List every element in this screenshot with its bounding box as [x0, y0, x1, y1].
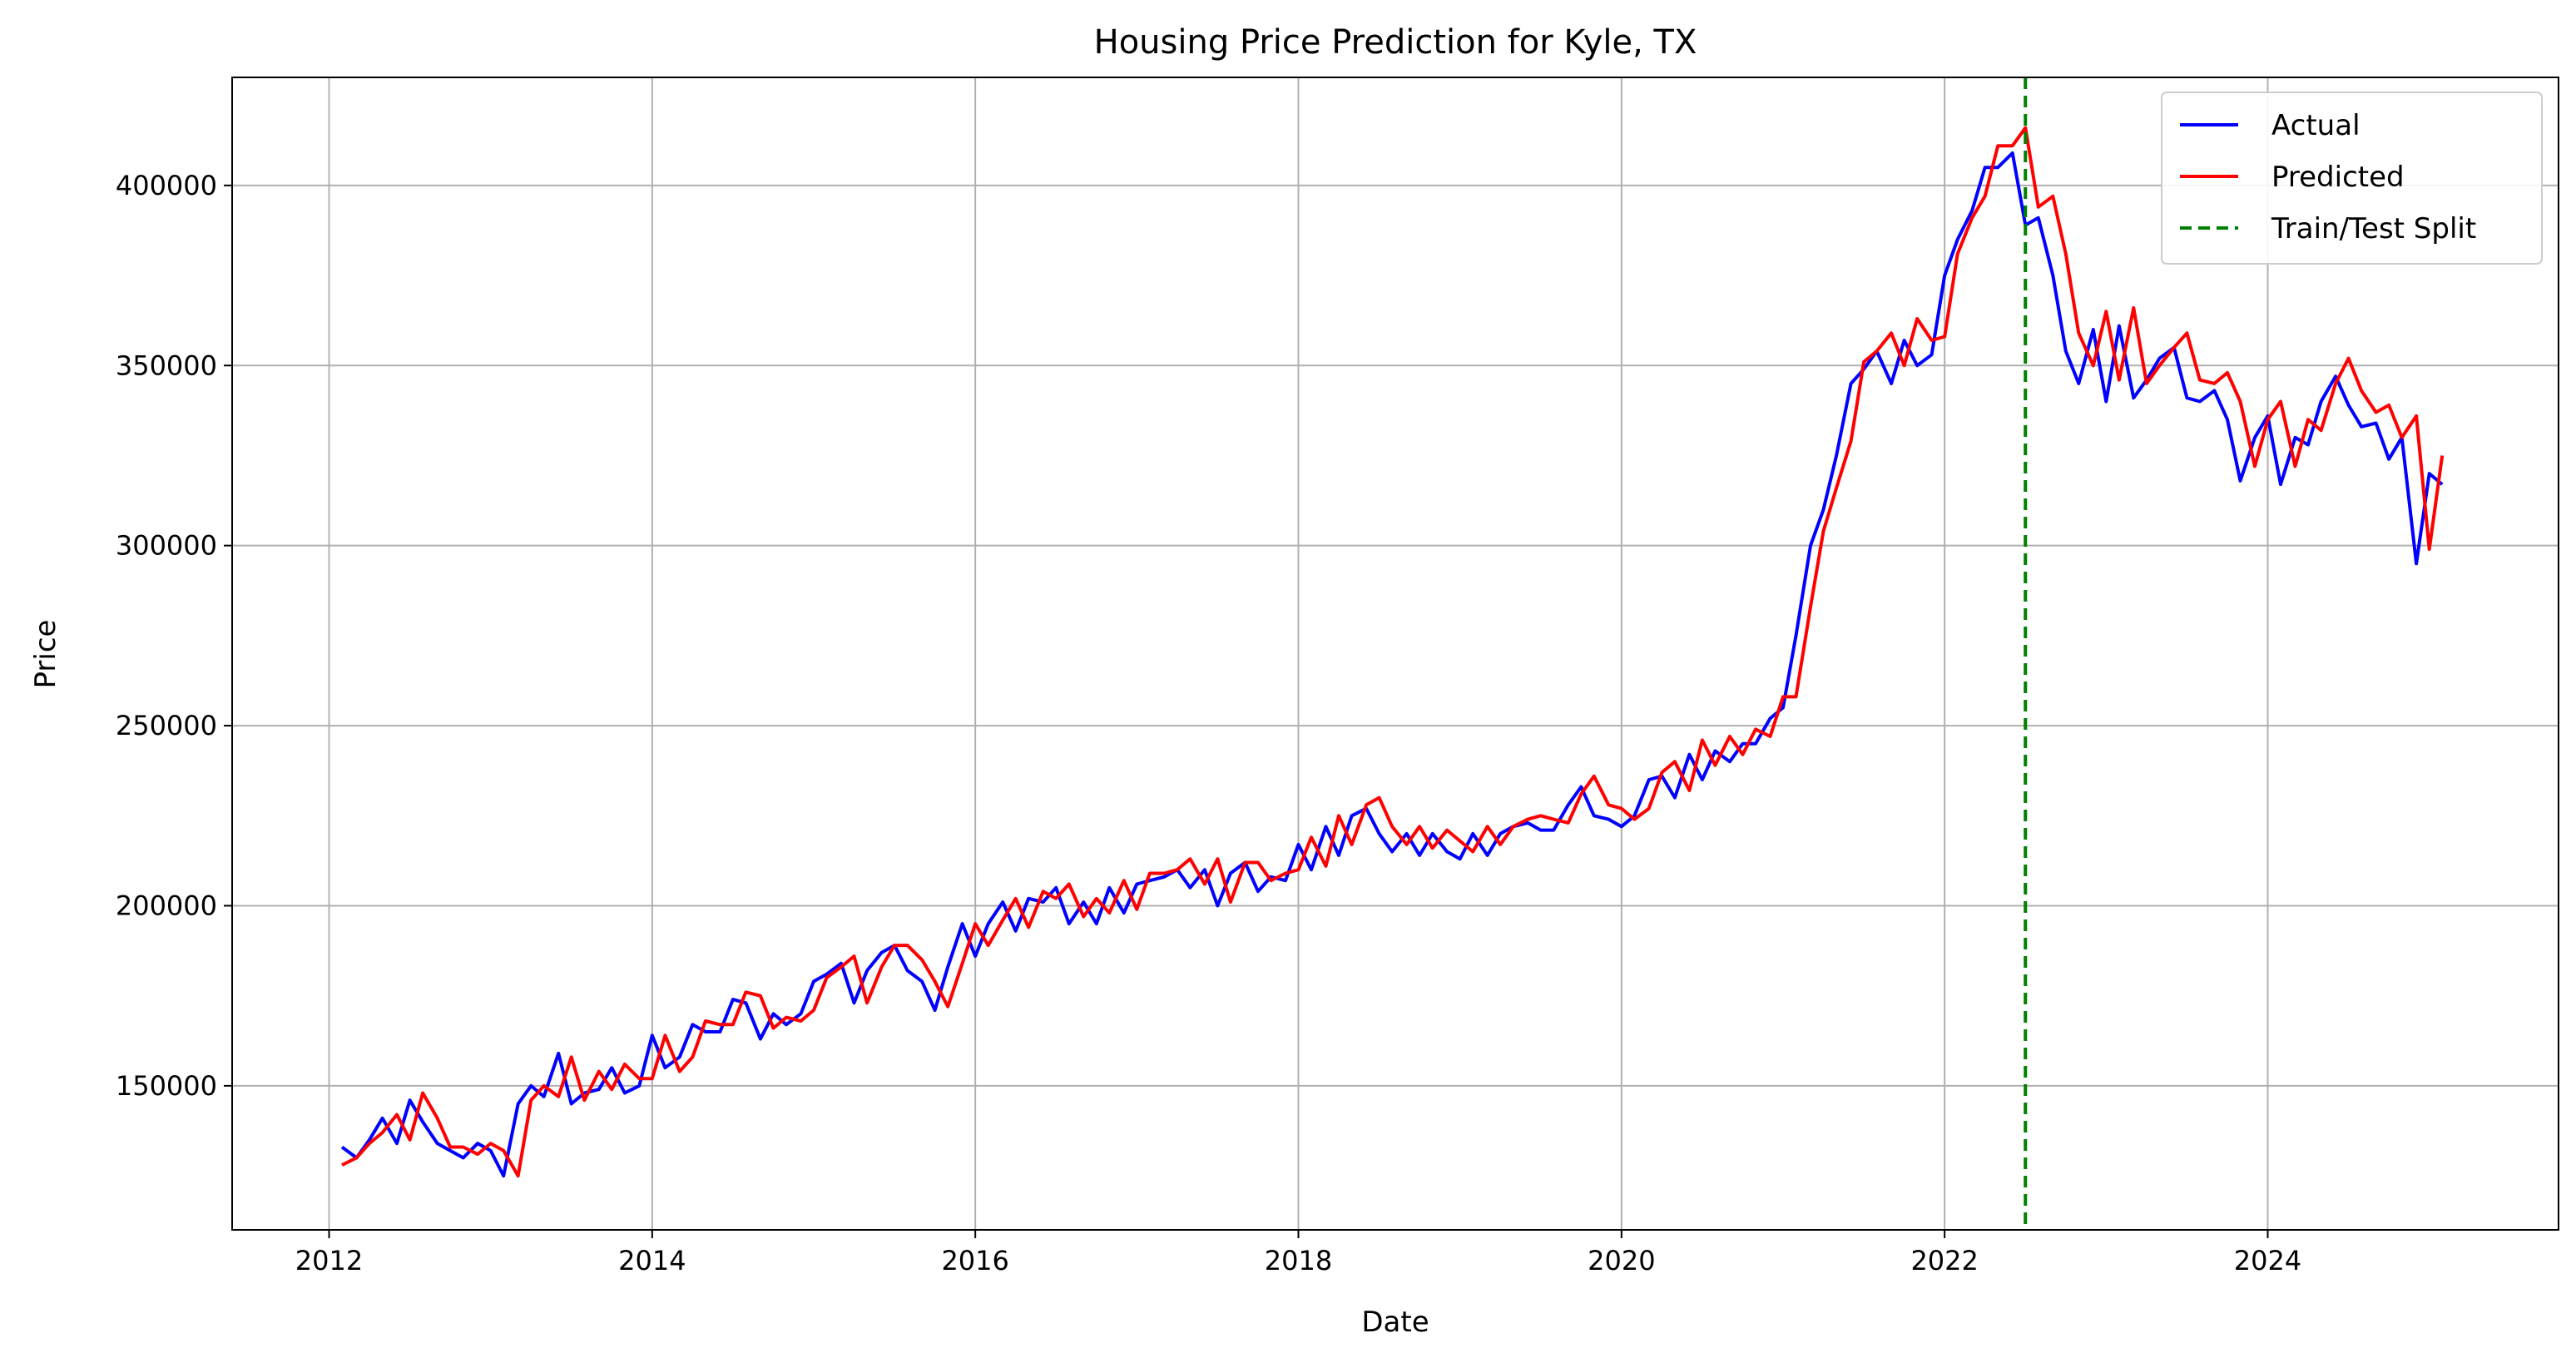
- plot-lines: [340, 77, 2445, 1230]
- y-axis: 150000 200000 250000 300000 350000 400000: [116, 170, 232, 1102]
- legend-label-actual: Actual: [2271, 109, 2361, 142]
- x-tick-label-2016: 2016: [941, 1245, 1008, 1276]
- x-tick-label-2020: 2020: [1588, 1245, 1655, 1276]
- x-tick-label-2022: 2022: [1910, 1245, 1978, 1276]
- chart-title: Housing Price Prediction for Kyle, TX: [1094, 23, 1697, 62]
- y-axis-label: Price: [29, 620, 62, 689]
- legend-label-split: Train/Test Split: [2271, 212, 2476, 245]
- x-tick-label-2014: 2014: [618, 1245, 686, 1276]
- x-axis-label: Date: [1361, 1306, 1429, 1339]
- legend: Actual Predicted Train/Test Split: [2161, 92, 2543, 265]
- y-tick-label-250000: 250000: [116, 710, 217, 741]
- x-tick-label-2018: 2018: [1265, 1245, 1332, 1276]
- y-tick-label-350000: 350000: [116, 349, 217, 381]
- plot-frame: [231, 77, 2559, 1231]
- y-tick-label-400000: 400000: [116, 170, 217, 201]
- y-tick-label-200000: 200000: [116, 890, 217, 921]
- legend-box: [2161, 92, 2543, 265]
- series-line-actual: [340, 151, 2444, 1178]
- legend-label-predicted: Predicted: [2271, 161, 2405, 194]
- x-tick-label-2012: 2012: [295, 1245, 363, 1276]
- x-axis: 2012 2014 2016 2018 2020 2022 2024: [295, 1230, 2301, 1276]
- y-tick-label-150000: 150000: [116, 1070, 217, 1102]
- y-tick-label-300000: 300000: [116, 530, 217, 562]
- series-line-predicted: [341, 126, 2445, 1178]
- x-tick-label-2024: 2024: [2234, 1245, 2301, 1276]
